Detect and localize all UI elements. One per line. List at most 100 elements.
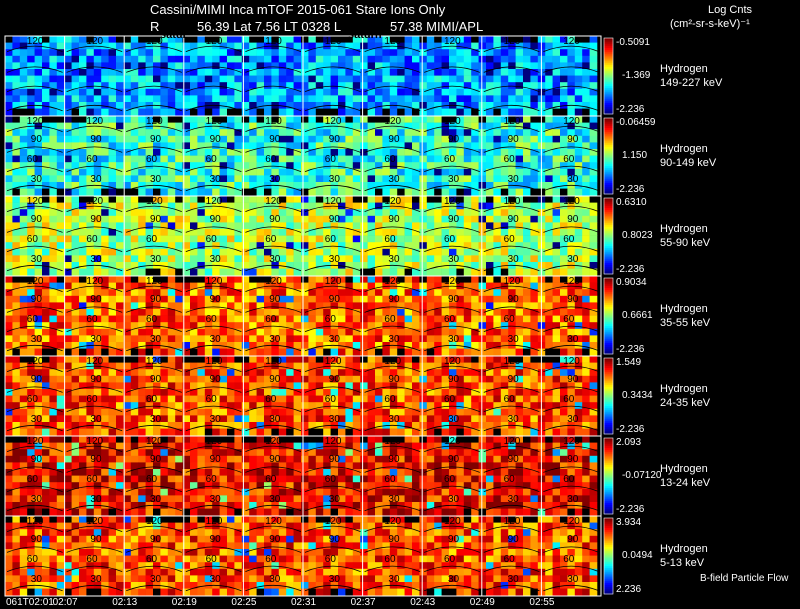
heatmap-cell (315, 369, 324, 377)
heatmap-cell (360, 209, 368, 217)
heatmap-cell (323, 395, 331, 403)
heatmap-cell (204, 348, 213, 356)
heatmap-cell (153, 369, 161, 377)
contour-line (66, 146, 123, 153)
heatmap-cell (419, 55, 428, 63)
heatmap-cell (256, 348, 265, 356)
heatmap-cell (175, 168, 183, 176)
heatmap-cell (456, 362, 465, 370)
heatmap-cell (182, 282, 191, 290)
heatmap-cell (5, 222, 13, 230)
heatmap-cell (256, 229, 265, 236)
heatmap-cell (404, 168, 413, 176)
heatmap-cell (478, 215, 487, 223)
colorbar-segment (604, 167, 613, 170)
heatmap-cell (286, 62, 294, 70)
heatmap-cell (175, 395, 183, 403)
heatmap-cell (567, 168, 576, 176)
heatmap-cell (212, 222, 220, 230)
heatmap-cell (167, 362, 176, 370)
heatmap-cell (449, 82, 457, 90)
heatmap-cell (204, 69, 213, 76)
heatmap-cell (71, 322, 80, 330)
heatmap-cell (471, 162, 479, 170)
heatmap-cell (86, 242, 95, 250)
heatmap-cell (493, 155, 502, 163)
heatmap-cell (182, 142, 191, 150)
heatmap-cell (256, 202, 265, 210)
heatmap-cell (27, 335, 35, 343)
heatmap-cell (278, 375, 287, 383)
heatmap-cell (130, 309, 139, 316)
heatmap-cell (145, 382, 154, 390)
heatmap-cell (441, 369, 450, 377)
heatmap-cell (86, 222, 95, 230)
heatmap-cell (56, 49, 65, 57)
heatmap-cell (93, 248, 102, 256)
heatmap-cell (190, 395, 198, 403)
heatmap-cell (278, 315, 287, 323)
heatmap-cell (71, 135, 80, 143)
heatmap-cell (153, 302, 161, 310)
heatmap-cell (79, 88, 87, 96)
heatmap-cell (234, 62, 243, 70)
heatmap-cell (323, 235, 331, 243)
heatmap-cell (412, 282, 420, 290)
heatmap-cell (34, 49, 43, 57)
heatmap-cell (27, 142, 35, 150)
heatmap-cell (86, 315, 95, 323)
heatmap-cell (308, 168, 317, 176)
heatmap-cell (441, 36, 450, 43)
heatmap-cell (382, 175, 391, 183)
heatmap-cell (301, 196, 309, 203)
heatmap-cell (71, 162, 80, 170)
heatmap-cell (130, 415, 139, 423)
heatmap-cell (286, 129, 294, 137)
heatmap-cell (123, 395, 132, 403)
heatmap-cell (175, 162, 183, 170)
heatmap-cell (315, 215, 324, 223)
heatmap-cell (293, 142, 302, 150)
heatmap-cell (34, 242, 43, 250)
heatmap-cell (138, 82, 146, 90)
heatmap-cell (79, 102, 87, 109)
heatmap-cell (219, 382, 228, 390)
heatmap-cell (42, 142, 50, 150)
heatmap-cell (5, 196, 13, 203)
heatmap-cell (293, 328, 302, 336)
heatmap-cell (19, 268, 28, 276)
heatmap-cell (375, 328, 383, 336)
heatmap-cell (419, 282, 428, 290)
heatmap-cell (441, 49, 450, 57)
heatmap-cell (256, 188, 265, 196)
heatmap-cell (249, 202, 257, 210)
heatmap-cell (241, 395, 250, 403)
heatmap-cell (301, 108, 309, 116)
heatmap-cell (382, 162, 391, 170)
heatmap-cell (130, 402, 139, 410)
heatmap-cell (301, 129, 309, 137)
heatmap-cell (360, 116, 368, 123)
header-l-info: 57.38 MIMI/APL (390, 19, 484, 34)
heatmap-cell (486, 415, 494, 423)
heatmap-cell (234, 315, 243, 323)
heatmap-cell (463, 62, 472, 70)
heatmap-cell (182, 82, 191, 90)
heatmap-cell (56, 295, 65, 303)
heatmap-cell (116, 49, 124, 57)
heatmap-cell (471, 322, 479, 330)
heatmap-cell (234, 168, 243, 176)
heatmap-cell (116, 268, 124, 276)
heatmap-cell (523, 369, 531, 377)
heatmap-cell (293, 149, 302, 156)
heatmap-cell (552, 382, 561, 390)
heatmap-cell (456, 122, 465, 130)
heatmap-cell (293, 36, 302, 43)
contour-line (543, 85, 600, 92)
heatmap-cell (545, 389, 553, 396)
heatmap-cell (589, 142, 598, 150)
colorbar-segment (604, 192, 613, 195)
heatmap-cell (19, 108, 28, 116)
heatmap-cell (56, 155, 65, 163)
heatmap-cell (500, 309, 509, 316)
